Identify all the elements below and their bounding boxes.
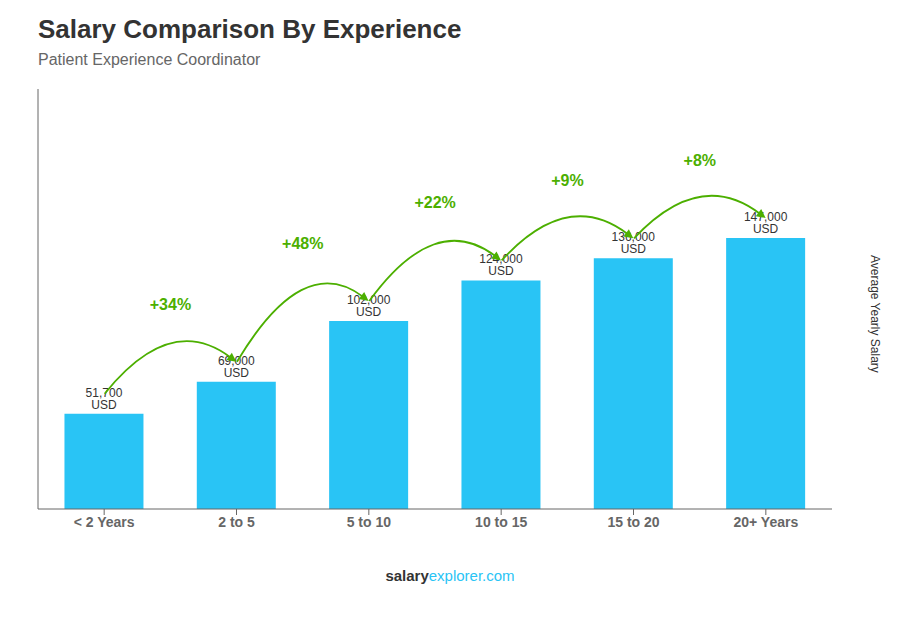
svg-text:124,000USD: 124,000USD bbox=[479, 252, 523, 278]
svg-text:15 to 20: 15 to 20 bbox=[607, 514, 659, 530]
svg-text:20+ Years: 20+ Years bbox=[733, 514, 798, 530]
svg-text:5 to 10: 5 to 10 bbox=[347, 514, 392, 530]
svg-text:147,000USD: 147,000USD bbox=[744, 210, 788, 236]
svg-text:+34%: +34% bbox=[150, 296, 191, 313]
svg-text:+9%: +9% bbox=[551, 172, 583, 189]
svg-text:+8%: +8% bbox=[684, 152, 716, 169]
html-text:Salary Comparison By Experienc: Salary Comparison By Experience bbox=[38, 14, 462, 44]
svg-text:69,000USD: 69,000USD bbox=[218, 354, 255, 380]
html-text:Patient Experience Coordinator: Patient Experience Coordinator bbox=[38, 51, 261, 68]
html-text:Average Yearly Salary: Average Yearly Salary bbox=[868, 255, 882, 373]
svg-text:+22%: +22% bbox=[414, 194, 455, 211]
svg-text:< 2 Years: < 2 Years bbox=[74, 514, 135, 530]
svg-text:10 to 15: 10 to 15 bbox=[475, 514, 527, 530]
svg-text:102,000USD: 102,000USD bbox=[347, 293, 391, 319]
svg-text:136,000USD: 136,000USD bbox=[612, 230, 656, 256]
svg-text:51,700USD: 51,700USD bbox=[86, 386, 123, 412]
svg-text:+48%: +48% bbox=[282, 235, 323, 252]
svg-text:2 to 5: 2 to 5 bbox=[218, 514, 255, 530]
html-text:salary explorer.com: salary explorer.com bbox=[385, 567, 515, 584]
